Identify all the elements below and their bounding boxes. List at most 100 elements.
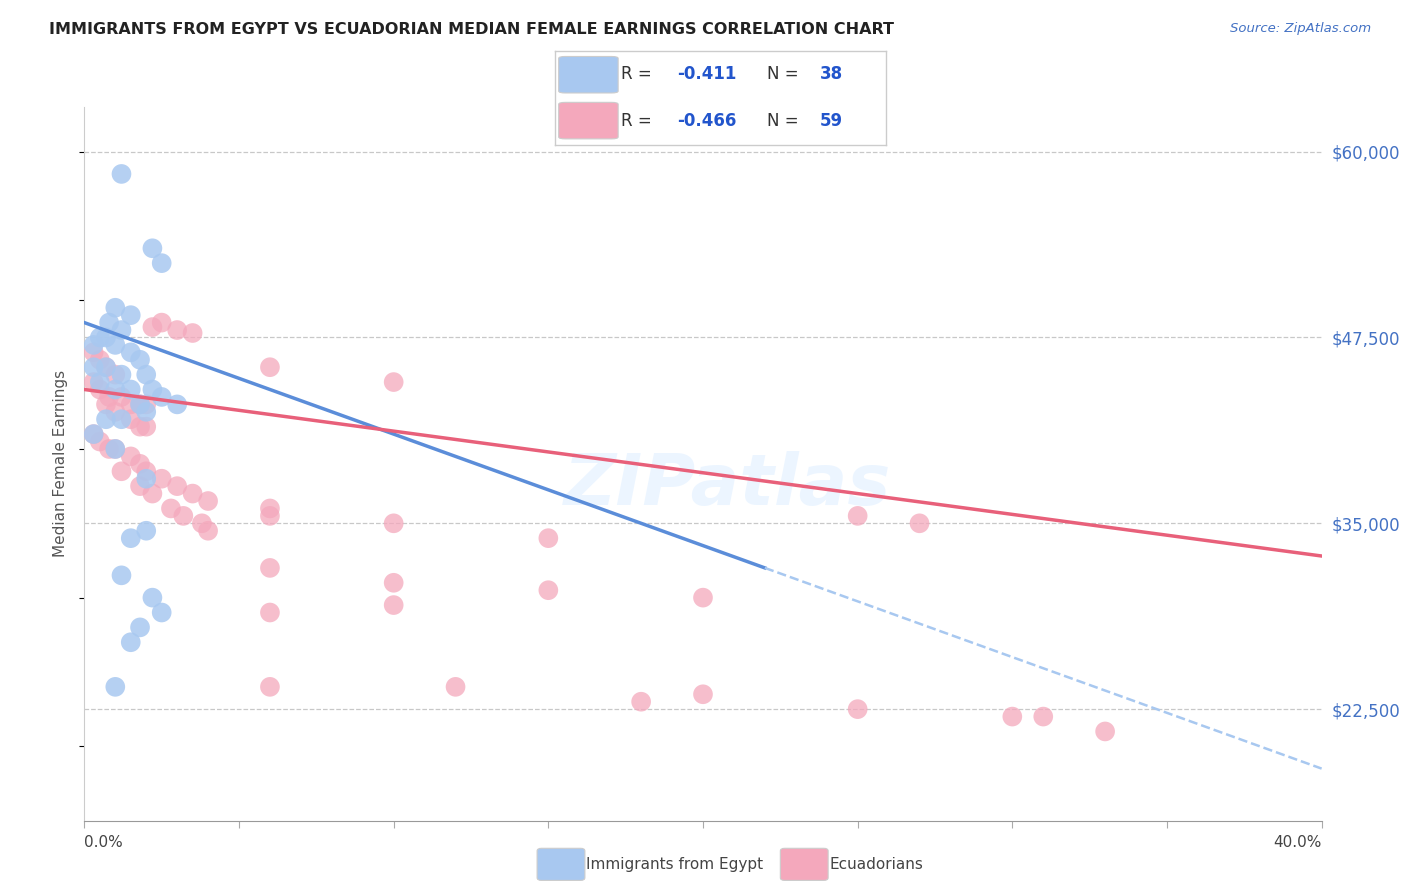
Point xyxy=(166,323,188,337)
Point xyxy=(120,635,142,649)
Point xyxy=(692,687,714,701)
Point xyxy=(104,338,127,352)
Point xyxy=(104,442,127,456)
Point xyxy=(98,316,121,330)
Point xyxy=(110,390,132,404)
Point xyxy=(259,606,281,620)
Point xyxy=(110,323,132,337)
Point xyxy=(1001,709,1024,723)
Point xyxy=(1094,724,1116,739)
Point xyxy=(172,508,194,523)
Point xyxy=(98,390,121,404)
Point xyxy=(94,412,117,426)
Point xyxy=(110,464,132,478)
Point xyxy=(83,427,105,442)
Text: N =: N = xyxy=(766,65,804,83)
Text: 59: 59 xyxy=(820,112,842,130)
Point xyxy=(382,598,405,612)
Point xyxy=(908,516,931,531)
Point xyxy=(104,301,127,315)
Text: Immigrants from Egypt: Immigrants from Egypt xyxy=(586,857,763,871)
Point xyxy=(150,472,173,486)
FancyBboxPatch shape xyxy=(558,56,619,93)
Point xyxy=(83,338,105,352)
Point xyxy=(135,419,157,434)
Point xyxy=(150,606,173,620)
Text: IMMIGRANTS FROM EGYPT VS ECUADORIAN MEDIAN FEMALE EARNINGS CORRELATION CHART: IMMIGRANTS FROM EGYPT VS ECUADORIAN MEDI… xyxy=(49,22,894,37)
Point xyxy=(1032,709,1054,723)
Point xyxy=(197,524,219,538)
Point xyxy=(259,680,281,694)
Point xyxy=(382,375,405,389)
Text: 38: 38 xyxy=(820,65,842,83)
Point xyxy=(160,501,183,516)
Point xyxy=(166,479,188,493)
Point xyxy=(104,680,127,694)
Point xyxy=(537,583,560,598)
Point xyxy=(120,531,142,545)
Point xyxy=(120,450,142,464)
Point xyxy=(129,479,152,493)
Point xyxy=(141,383,163,397)
Point xyxy=(197,494,219,508)
Point xyxy=(141,486,163,500)
Point xyxy=(83,427,105,442)
Point xyxy=(110,412,132,426)
Point xyxy=(129,419,152,434)
Point xyxy=(120,412,142,426)
Point xyxy=(110,368,132,382)
Text: R =: R = xyxy=(621,112,658,130)
Point xyxy=(150,390,173,404)
Point xyxy=(129,397,152,411)
Point xyxy=(181,486,204,500)
Point xyxy=(382,575,405,590)
Point xyxy=(166,397,188,411)
Point xyxy=(135,464,157,478)
Point xyxy=(120,397,142,411)
Point xyxy=(135,397,157,411)
Point xyxy=(83,345,105,359)
Text: 0.0%: 0.0% xyxy=(84,836,124,850)
Point xyxy=(135,524,157,538)
Point xyxy=(537,531,560,545)
Point xyxy=(129,620,152,634)
Text: -0.466: -0.466 xyxy=(678,112,737,130)
Point xyxy=(141,241,163,255)
Point xyxy=(89,352,111,367)
Point xyxy=(120,308,142,322)
Point xyxy=(135,368,157,382)
Point xyxy=(89,434,111,449)
Point xyxy=(846,702,869,716)
Point xyxy=(135,405,157,419)
Point xyxy=(104,442,127,456)
Text: ZIPatlas: ZIPatlas xyxy=(564,450,891,520)
Point xyxy=(150,256,173,270)
Point xyxy=(94,330,117,344)
Point xyxy=(150,316,173,330)
Point xyxy=(846,508,869,523)
Point xyxy=(129,352,152,367)
Point xyxy=(191,516,214,531)
Point xyxy=(94,397,117,411)
Point xyxy=(259,501,281,516)
FancyBboxPatch shape xyxy=(558,103,619,139)
Point xyxy=(692,591,714,605)
Point xyxy=(110,568,132,582)
Text: -0.411: -0.411 xyxy=(678,65,737,83)
Text: 40.0%: 40.0% xyxy=(1274,836,1322,850)
Point xyxy=(141,320,163,334)
Text: Ecuadorians: Ecuadorians xyxy=(830,857,924,871)
Y-axis label: Median Female Earnings: Median Female Earnings xyxy=(53,370,69,558)
Point xyxy=(181,326,204,340)
Point xyxy=(129,397,152,411)
Point xyxy=(89,383,111,397)
Text: N =: N = xyxy=(766,112,804,130)
Point xyxy=(104,368,127,382)
Point xyxy=(94,360,117,375)
Point xyxy=(382,516,405,531)
Point xyxy=(110,167,132,181)
Point xyxy=(129,457,152,471)
Text: Source: ZipAtlas.com: Source: ZipAtlas.com xyxy=(1230,22,1371,36)
Point xyxy=(89,375,111,389)
Point xyxy=(104,405,127,419)
